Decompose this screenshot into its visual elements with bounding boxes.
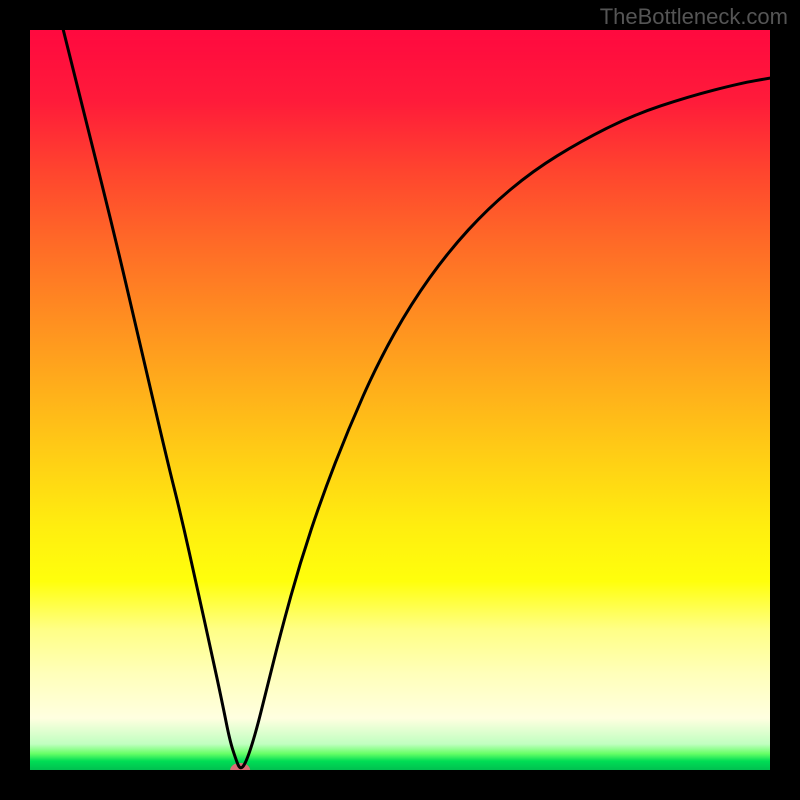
watermark-text: TheBottleneck.com xyxy=(600,4,788,30)
gradient-background xyxy=(30,30,770,770)
chart-svg xyxy=(0,0,800,800)
bottleneck-chart: TheBottleneck.com xyxy=(0,0,800,800)
